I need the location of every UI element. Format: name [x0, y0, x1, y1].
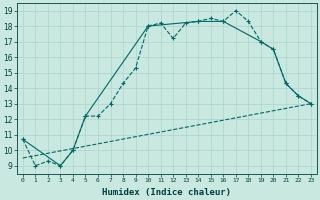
X-axis label: Humidex (Indice chaleur): Humidex (Indice chaleur)	[102, 188, 231, 197]
